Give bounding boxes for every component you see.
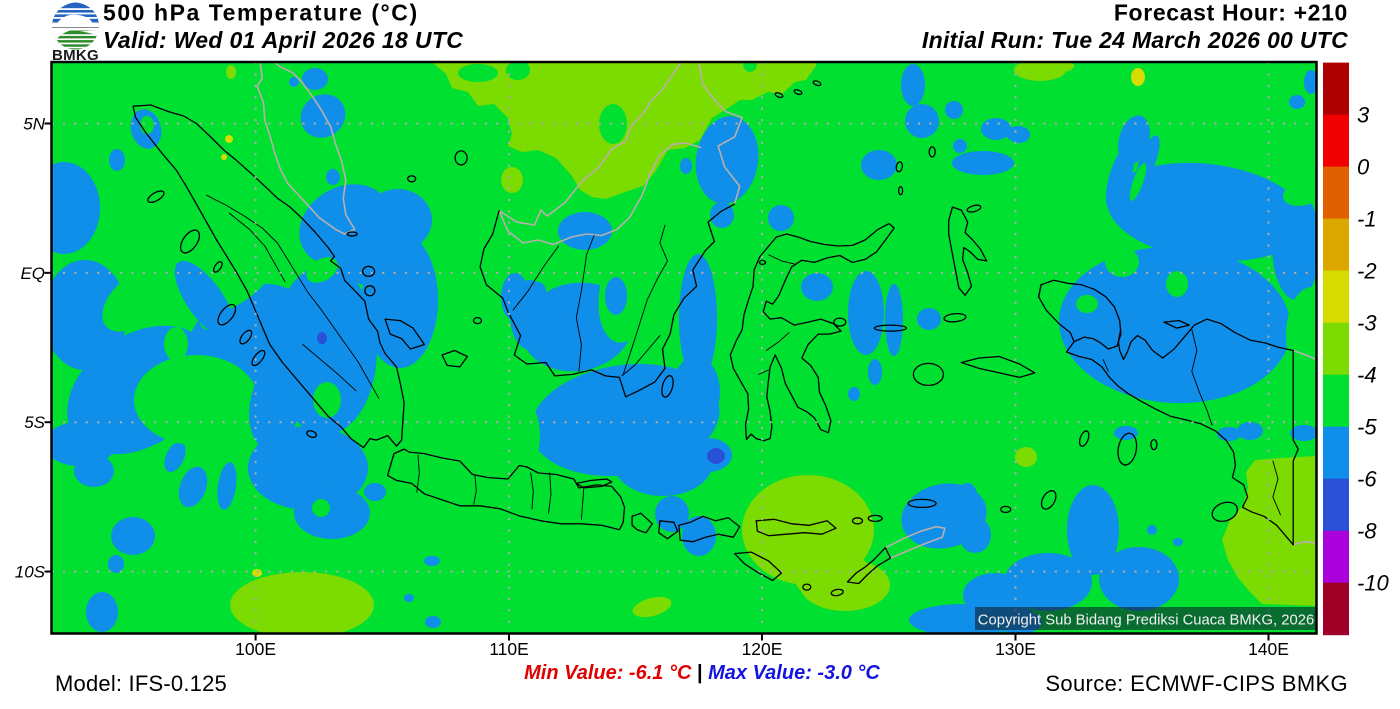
svg-text:100E: 100E: [235, 639, 276, 659]
svg-text:10S: 10S: [15, 563, 46, 582]
svg-text:EQ: EQ: [20, 264, 45, 283]
svg-text:-1: -1: [1357, 207, 1377, 232]
svg-text:BMKG: BMKG: [52, 47, 99, 64]
svg-text:130E: 130E: [995, 639, 1036, 659]
svg-text:Initial Run: Tue 24 March 2026: Initial Run: Tue 24 March 2026 00 UTC: [922, 27, 1348, 53]
svg-text:-6: -6: [1357, 467, 1377, 492]
svg-text:Forecast Hour: +210: Forecast Hour: +210: [1114, 0, 1348, 26]
svg-text:140E: 140E: [1248, 639, 1289, 659]
svg-text:500 hPa Temperature (°C): 500 hPa Temperature (°C): [103, 0, 419, 26]
svg-text:-10: -10: [1357, 571, 1390, 596]
svg-text:-3: -3: [1357, 311, 1377, 336]
svg-text:120E: 120E: [742, 639, 783, 659]
svg-text:5N: 5N: [23, 115, 45, 134]
svg-text:-5: -5: [1357, 415, 1377, 440]
svg-text:Valid: Wed 01 April 2026 18 UT: Valid: Wed 01 April 2026 18 UTC: [103, 27, 463, 53]
svg-text:Copyright Sub Bidang Prediksi: Copyright Sub Bidang Prediksi Cuaca BMKG…: [978, 613, 1314, 629]
svg-text:-8: -8: [1357, 519, 1377, 544]
svg-text:Source: ECMWF-CIPS BMKG: Source: ECMWF-CIPS BMKG: [1045, 671, 1348, 696]
svg-text:110E: 110E: [489, 639, 529, 659]
svg-text:Model: IFS-0.125: Model: IFS-0.125: [55, 671, 227, 696]
svg-text:-2: -2: [1357, 259, 1377, 284]
svg-text:5S: 5S: [24, 413, 45, 432]
svg-text:3: 3: [1357, 103, 1370, 128]
svg-text:0: 0: [1357, 155, 1370, 180]
svg-text:-4: -4: [1357, 363, 1377, 388]
svg-text:Min Value: -6.1 °C | Max Value: Min Value: -6.1 °C | Max Value: -3.0 °C: [524, 662, 880, 684]
